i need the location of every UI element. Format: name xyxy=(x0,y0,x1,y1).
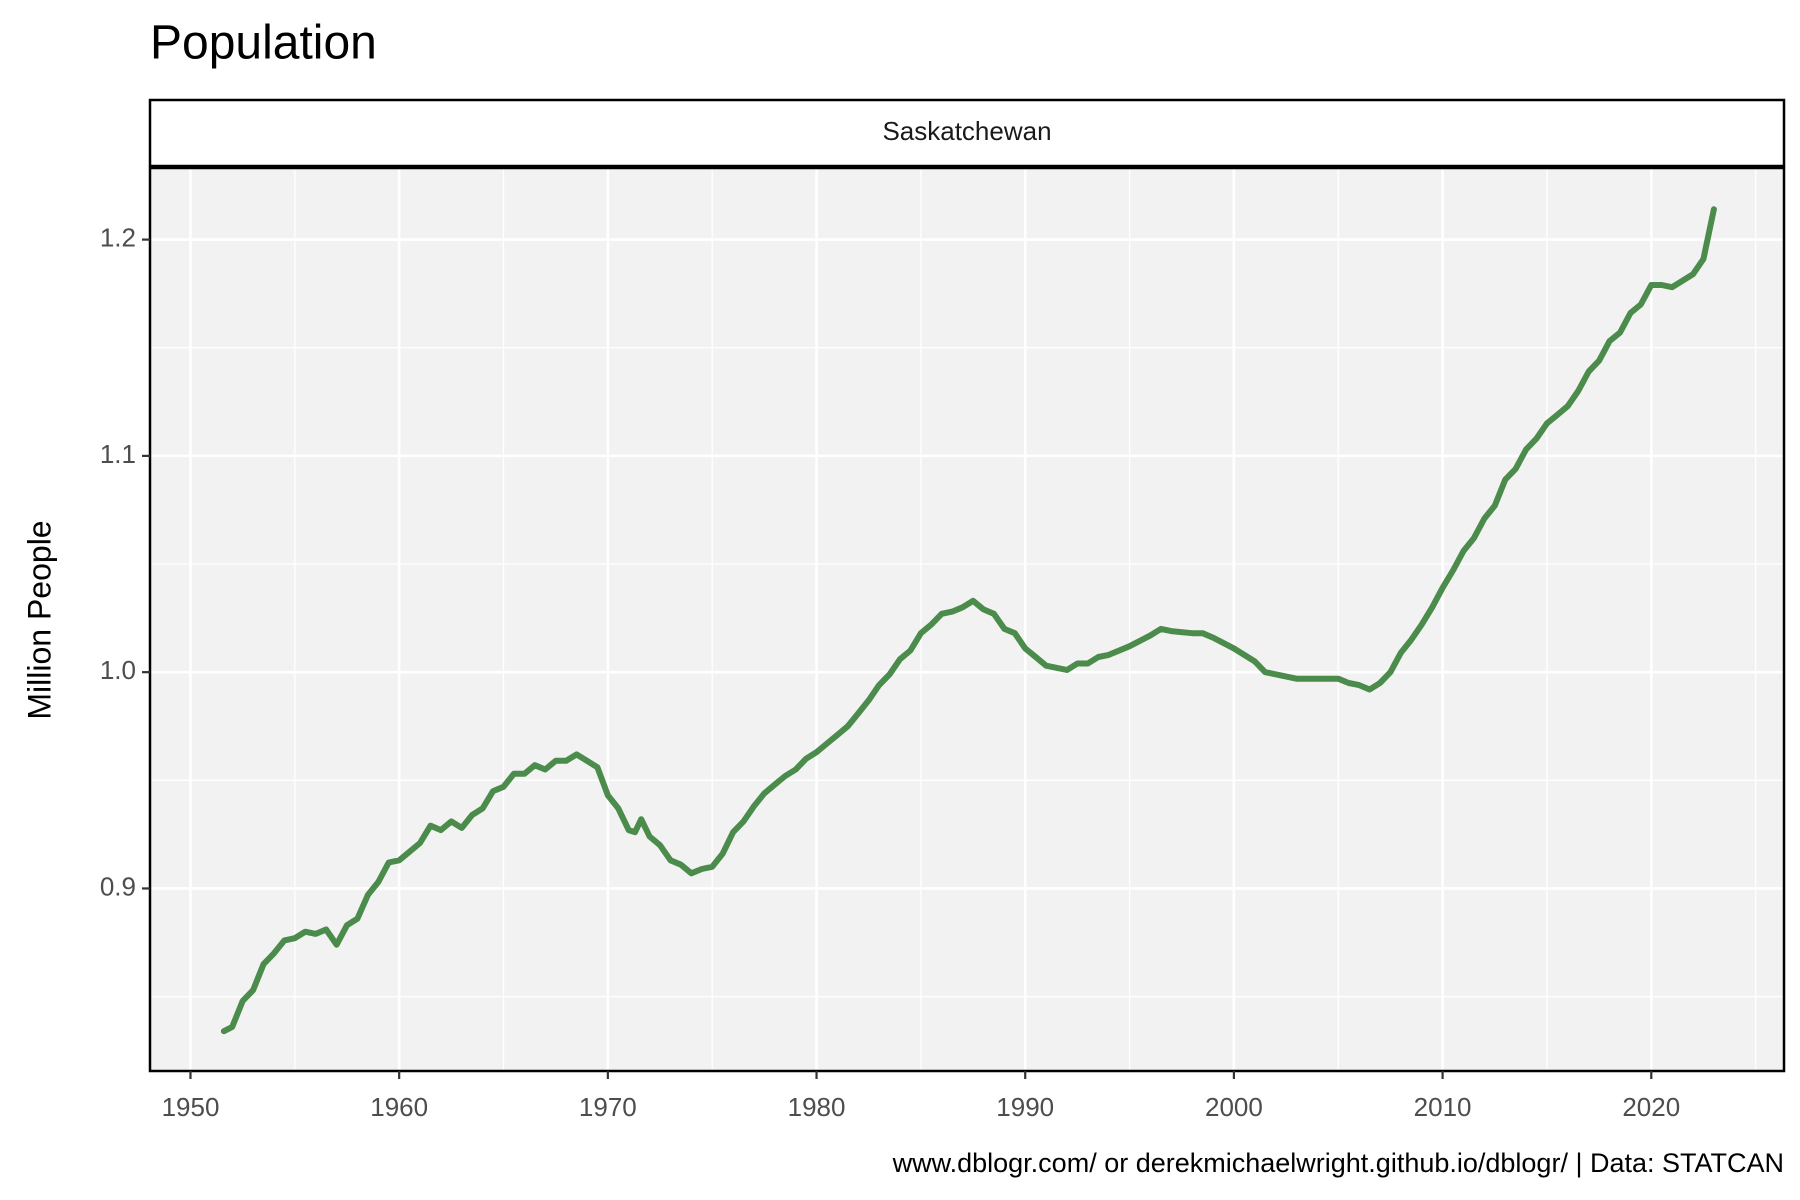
x-tick-label: 1960 xyxy=(370,1092,428,1122)
panel-border xyxy=(148,166,1786,1073)
line-series xyxy=(220,206,1717,1035)
y-tick-label: 0.9 xyxy=(100,871,136,901)
facet-label: Saskatchewan xyxy=(882,116,1051,146)
x-tick-label: 1950 xyxy=(162,1092,220,1122)
x-tick-label: 1980 xyxy=(788,1092,846,1122)
facet-strip xyxy=(148,98,1786,168)
y-axis-label: Million People xyxy=(21,520,57,719)
x-tick-label: 1970 xyxy=(579,1092,637,1122)
x-tick-label: 2020 xyxy=(1622,1092,1680,1122)
panel xyxy=(150,168,1784,1071)
caption: www.dblogr.com/ or derekmichaelwright.gi… xyxy=(892,1148,1784,1178)
x-tick-label: 2000 xyxy=(1205,1092,1263,1122)
chart-title: Population xyxy=(150,17,377,70)
y-tick-label: 1.1 xyxy=(100,439,136,469)
x-tick-label: 1990 xyxy=(996,1092,1054,1122)
x-tick-label: 2010 xyxy=(1414,1092,1472,1122)
y-tick-label: 1.2 xyxy=(100,222,136,252)
y-tick-label: 1.0 xyxy=(100,655,136,685)
